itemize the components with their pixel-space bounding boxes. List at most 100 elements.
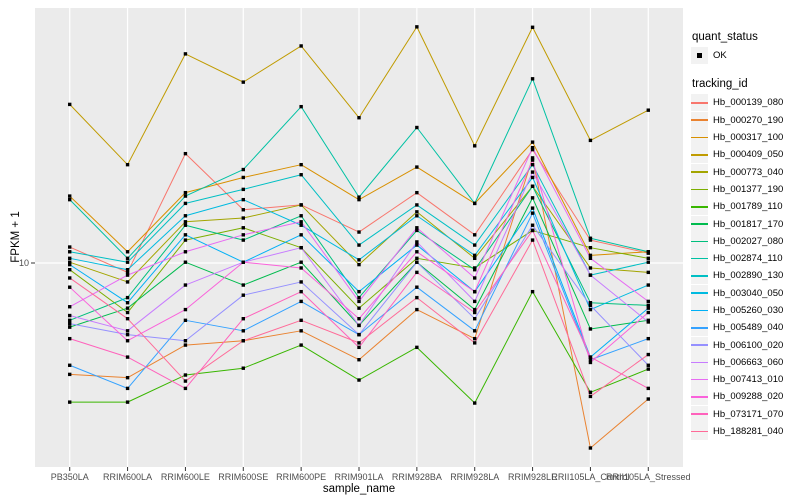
data-point [241, 339, 245, 343]
data-point [473, 310, 477, 315]
legend-title-quant-status: quant_status [692, 31, 758, 43]
data-point [357, 358, 361, 362]
legend-label: Hb_001377_190 [713, 183, 784, 195]
data-point [588, 446, 593, 450]
data-point [473, 267, 477, 272]
data-point [125, 250, 130, 254]
data-point [415, 307, 419, 312]
data-point [68, 313, 72, 318]
data-point [646, 352, 650, 357]
data-point [183, 190, 188, 195]
data-point [415, 210, 419, 214]
data-point [646, 260, 650, 264]
data-point [415, 190, 419, 195]
legend-key [691, 215, 708, 233]
data-point [68, 318, 72, 323]
x-tick-label: RRIM928BA [392, 472, 442, 482]
data-point [530, 289, 535, 294]
data-point [530, 223, 535, 227]
legend-key [691, 180, 708, 198]
data-point [588, 236, 593, 240]
legend-line-icon [691, 257, 708, 260]
data-point [588, 355, 593, 359]
x-tick-label: RRIM600LE [161, 472, 210, 482]
data-point [473, 144, 477, 148]
data-point [357, 332, 361, 337]
legend-line-icon [691, 136, 708, 139]
data-point [357, 243, 361, 247]
legend-item: Hb_003040_050 [691, 284, 799, 302]
data-point [357, 299, 361, 304]
data-point [241, 329, 245, 333]
legend-label: Hb_002890_130 [713, 270, 784, 282]
legend-item: Hb_000139_080 [691, 94, 799, 112]
legend-item: Hb_005260_030 [691, 302, 799, 319]
legend-key [691, 198, 708, 216]
data-point [125, 267, 130, 272]
legend-key [691, 94, 708, 112]
data-point [299, 104, 303, 109]
data-point [473, 243, 477, 247]
data-point [473, 316, 477, 321]
legend-title-tracking-id: tracking_id [692, 78, 748, 91]
data-point [299, 299, 303, 304]
data-point [646, 310, 650, 315]
data-point [646, 397, 650, 401]
data-point [241, 316, 245, 321]
x-tick-label: RRII105LA_Control [551, 472, 629, 482]
legend-item: Hb_009288_020 [691, 388, 799, 406]
data-point [125, 355, 130, 359]
data-point [183, 201, 188, 206]
data-point [241, 187, 245, 192]
data-point [299, 289, 303, 294]
legend-line-icon [691, 344, 708, 346]
legend-key [691, 353, 708, 371]
legend-item: Hb_002874_110 [691, 250, 799, 268]
data-point [183, 343, 188, 347]
data-point [241, 175, 245, 180]
legend-key [691, 336, 708, 354]
data-point [415, 228, 419, 233]
legend-label: Hb_002027_080 [713, 235, 784, 247]
x-tick-label: PB350LA [51, 472, 89, 482]
data-point [473, 336, 477, 341]
legend-line-icon [691, 102, 708, 104]
legend-line-icon [691, 223, 708, 225]
legend-label: Hb_001789_110 [713, 201, 783, 213]
data-point [588, 266, 593, 270]
data-point [241, 167, 245, 172]
data-point [68, 336, 72, 341]
data-point [588, 138, 593, 143]
legend-line-icon [691, 205, 708, 208]
data-point [68, 276, 72, 280]
data-point [68, 363, 72, 367]
data-point [530, 77, 535, 81]
data-point [125, 280, 130, 284]
data-point [530, 140, 535, 144]
data-point [473, 201, 477, 206]
legend-item: Hb_073171_070 [691, 405, 799, 423]
data-point [357, 258, 361, 262]
data-point [473, 276, 477, 280]
data-point [125, 162, 130, 167]
data-point [357, 316, 361, 321]
data-point [473, 341, 477, 345]
legend-line-icon [691, 240, 708, 243]
data-point [357, 345, 361, 350]
legend-item: Hb_000317_100 [691, 129, 799, 147]
data-point [588, 327, 593, 331]
data-point [68, 194, 72, 198]
data-point [241, 233, 245, 237]
legend-label: Hb_006663_060 [713, 356, 784, 368]
data-point [415, 250, 419, 254]
y-axis-title: FPKM + 1 [10, 211, 22, 263]
data-point [183, 52, 188, 56]
legend-item: Hb_000773_040 [691, 163, 799, 181]
data-point [299, 280, 303, 284]
data-point [125, 270, 130, 275]
legend-label: Hb_007413_010 [713, 374, 784, 386]
data-point [415, 256, 419, 261]
data-point [473, 256, 477, 261]
data-point [646, 299, 650, 304]
x-tick-label: RRII105LA_Stressed [606, 472, 691, 482]
